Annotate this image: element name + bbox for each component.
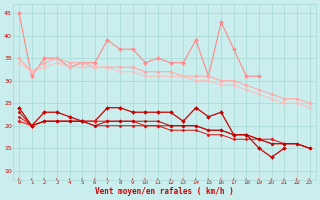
X-axis label: Vent moyen/en rafales ( km/h ): Vent moyen/en rafales ( km/h ) (95, 187, 234, 196)
